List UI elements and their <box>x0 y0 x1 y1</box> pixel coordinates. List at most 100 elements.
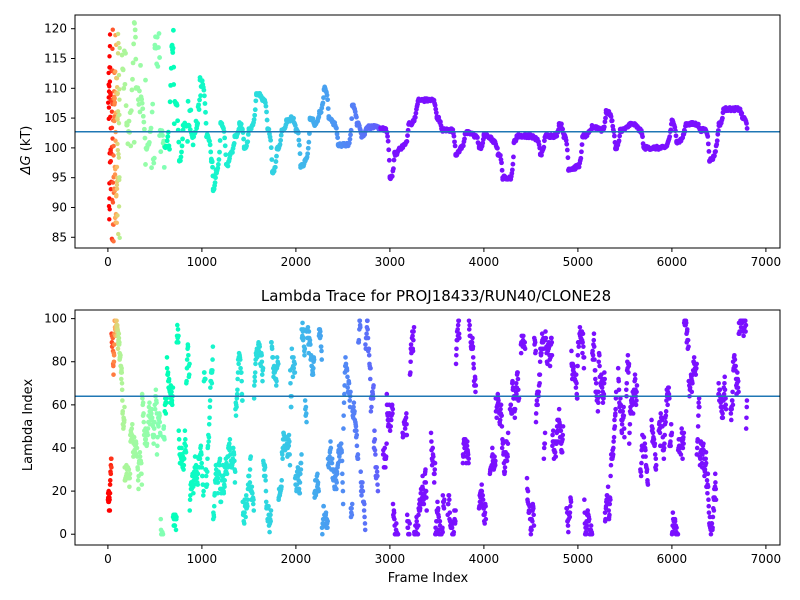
lambda-point <box>394 521 399 526</box>
lambda-point <box>514 391 519 397</box>
lambda-point <box>247 467 253 472</box>
lambda-point <box>366 352 372 358</box>
lambda-point <box>600 400 606 406</box>
x-tick-label: 5000 <box>563 255 594 269</box>
lambda-point <box>482 510 488 515</box>
lambda-axes-frame <box>74 309 781 546</box>
lambda-point <box>169 402 175 408</box>
lambda-point <box>574 396 580 401</box>
delta-g-point <box>386 147 392 153</box>
delta-g-point <box>203 109 208 115</box>
lambda-point <box>504 458 510 464</box>
lambda-point <box>661 456 667 462</box>
x-tick-label: 6000 <box>657 552 688 566</box>
lambda-point <box>599 385 605 390</box>
lambda-point <box>151 426 157 431</box>
lambda-point <box>729 406 735 412</box>
delta-g-point <box>107 54 112 59</box>
lambda-point <box>266 503 271 509</box>
delta-g-y-axis-label: ΔG (kT) <box>19 126 34 176</box>
delta-g-point <box>739 110 745 116</box>
lambda-point <box>109 465 114 470</box>
lambda-point <box>668 443 673 449</box>
lambda-point <box>627 421 633 427</box>
lambda-point <box>625 352 631 358</box>
lambda-point <box>619 421 625 427</box>
lambda-point <box>154 452 160 457</box>
lambda-point <box>470 344 476 349</box>
lambda-point <box>215 475 221 481</box>
lambda-point <box>176 428 182 434</box>
lambda-point <box>360 480 365 485</box>
delta-g-point <box>201 87 207 93</box>
x-tick-label: 1000 <box>187 255 218 269</box>
lambda-point <box>681 430 687 436</box>
delta-g-point <box>123 103 129 109</box>
delta-g-point <box>385 138 391 144</box>
lambda-point <box>292 370 298 375</box>
delta-g-point <box>171 64 177 70</box>
delta-g-point <box>296 137 302 143</box>
lambda-point <box>127 484 132 490</box>
lambda-point <box>375 473 380 479</box>
lambda-point <box>650 426 655 431</box>
delta-g-point <box>176 139 182 145</box>
x-tick-label: 2000 <box>281 255 312 269</box>
lambda-point <box>657 430 663 436</box>
lambda-point <box>227 445 233 451</box>
delta-g-point <box>231 141 237 146</box>
lambda-point <box>251 508 257 513</box>
lambda-point <box>387 428 393 434</box>
lambda-point <box>116 335 122 341</box>
lambda-point <box>343 361 349 367</box>
lambda-point <box>535 402 540 408</box>
lambda-point <box>210 344 216 349</box>
lambda-point <box>632 376 638 382</box>
lambda-point <box>339 458 345 464</box>
lambda-point <box>133 441 139 446</box>
lambda-point <box>201 493 206 498</box>
lambda-point <box>319 357 325 362</box>
x-tick-label: 7000 <box>751 255 782 269</box>
lambda-point <box>156 424 161 429</box>
delta-g-point <box>354 114 359 120</box>
lambda-point <box>297 490 303 496</box>
delta-g-point <box>108 90 113 96</box>
lambda-point <box>461 454 466 459</box>
lambda-point <box>152 419 157 425</box>
delta-g-point <box>116 40 121 46</box>
lambda-point <box>601 396 606 401</box>
lambda-point <box>433 525 438 531</box>
lambda-point <box>440 529 445 535</box>
lambda-point <box>442 497 447 503</box>
lambda-point <box>417 506 423 511</box>
lambda-point <box>423 467 428 472</box>
lambda-point <box>367 376 373 382</box>
lambda-point <box>297 480 303 485</box>
lambda-point <box>411 329 416 334</box>
delta-g-point <box>203 120 209 126</box>
x-tick-label: 0 <box>104 552 112 566</box>
lambda-point <box>236 361 241 367</box>
delta-g-y-ticks: 85 90 95 100 105 110 115 120 <box>44 22 75 244</box>
lambda-point <box>702 467 708 472</box>
delta-g-point <box>165 134 171 140</box>
lambda-point <box>107 508 113 513</box>
delta-g-point <box>253 98 259 104</box>
lambda-point <box>239 378 244 384</box>
delta-g-point <box>278 132 284 138</box>
lambda-point <box>391 510 397 515</box>
lambda-point <box>198 443 204 449</box>
lambda-point <box>107 478 113 483</box>
lambda-point <box>638 469 644 474</box>
delta-g-point <box>251 117 257 123</box>
lambda-point <box>686 344 691 349</box>
delta-g-point <box>115 147 121 153</box>
lambda-point <box>183 437 188 442</box>
lambda-point <box>522 340 528 345</box>
delta-g-point <box>133 56 139 62</box>
lambda-point <box>722 374 728 380</box>
lambda-point <box>114 322 120 328</box>
lambda-point <box>498 406 503 412</box>
delta-g-point <box>178 158 183 164</box>
